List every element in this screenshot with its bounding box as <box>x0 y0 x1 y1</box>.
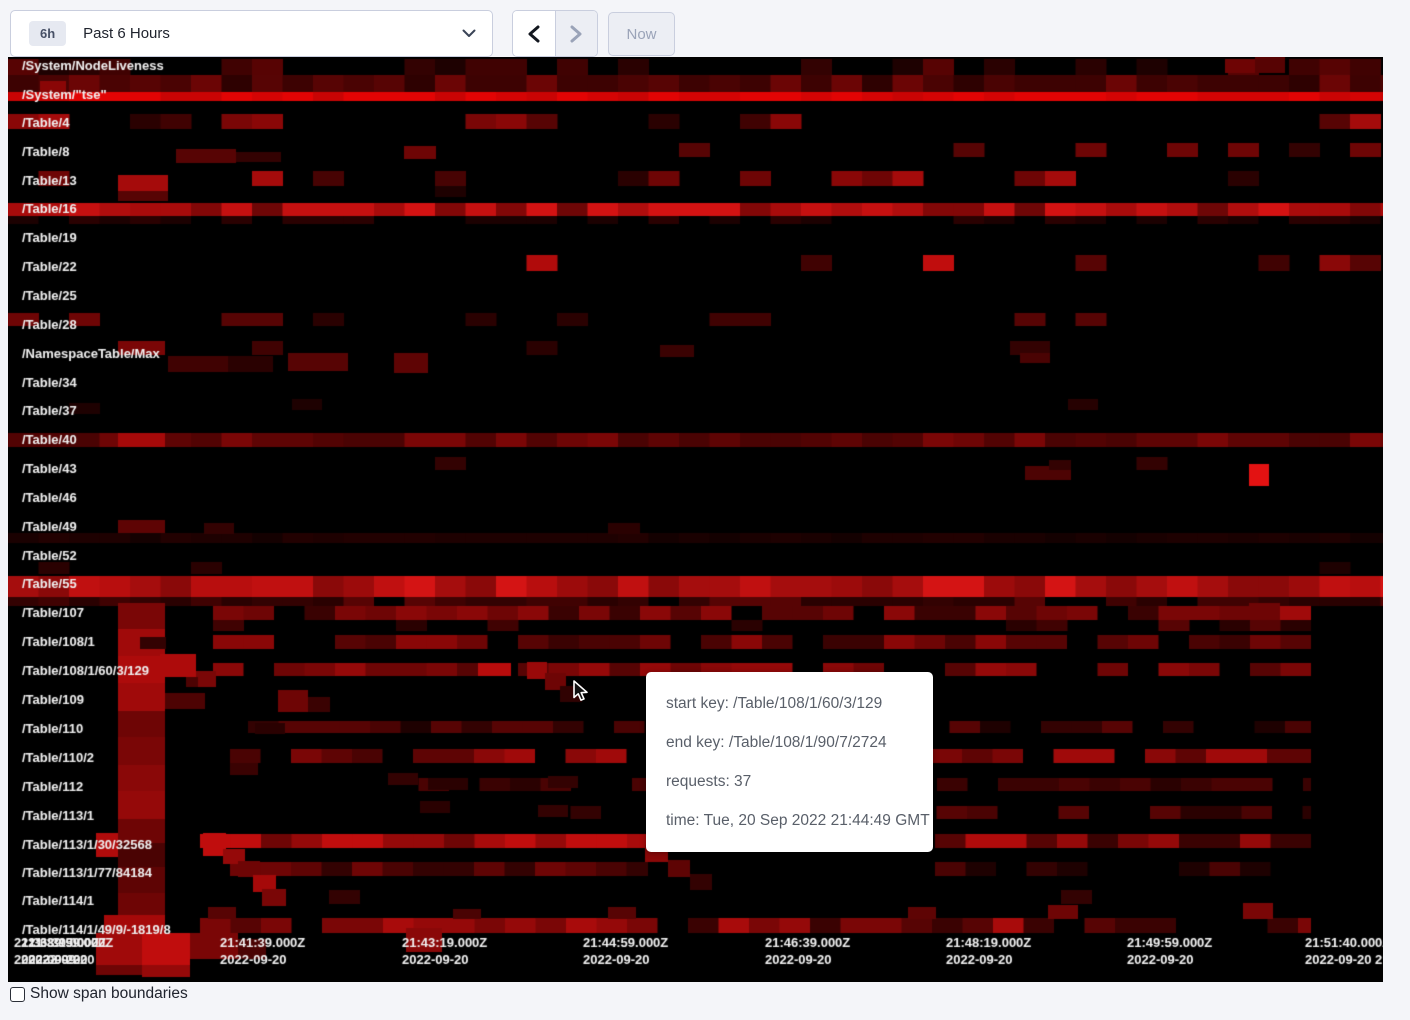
time-range-dropdown[interactable]: 6h Past 6 Hours <box>10 10 493 57</box>
prev-time-button[interactable] <box>513 11 556 56</box>
show-span-boundaries-checkbox[interactable] <box>10 986 25 1002</box>
heatmap-tooltip: start key: /Table/108/1/60/3/129 end key… <box>646 672 933 852</box>
chevron-left-icon <box>528 25 540 42</box>
tooltip-requests: requests: 37 <box>666 772 752 790</box>
now-button[interactable]: Now <box>608 12 675 56</box>
chevron-right-icon <box>570 25 582 42</box>
tooltip-start-key: start key: /Table/108/1/60/3/129 <box>666 694 883 712</box>
span-boundaries-row: Show span boundaries <box>10 985 188 1003</box>
key-visualizer-heatmap[interactable] <box>8 57 1383 982</box>
time-preset-badge: 6h <box>29 21 67 46</box>
next-time-button[interactable] <box>555 11 597 56</box>
tooltip-time: time: Tue, 20 Sep 2022 21:44:49 GMT <box>666 811 930 829</box>
show-span-boundaries-label: Show span boundaries <box>30 985 188 1002</box>
time-preset-label: Past 6 Hours <box>83 25 170 42</box>
chevron-down-icon <box>462 29 476 38</box>
time-nav-group <box>512 10 598 57</box>
tooltip-end-key: end key: /Table/108/1/90/7/2724 <box>666 733 887 751</box>
